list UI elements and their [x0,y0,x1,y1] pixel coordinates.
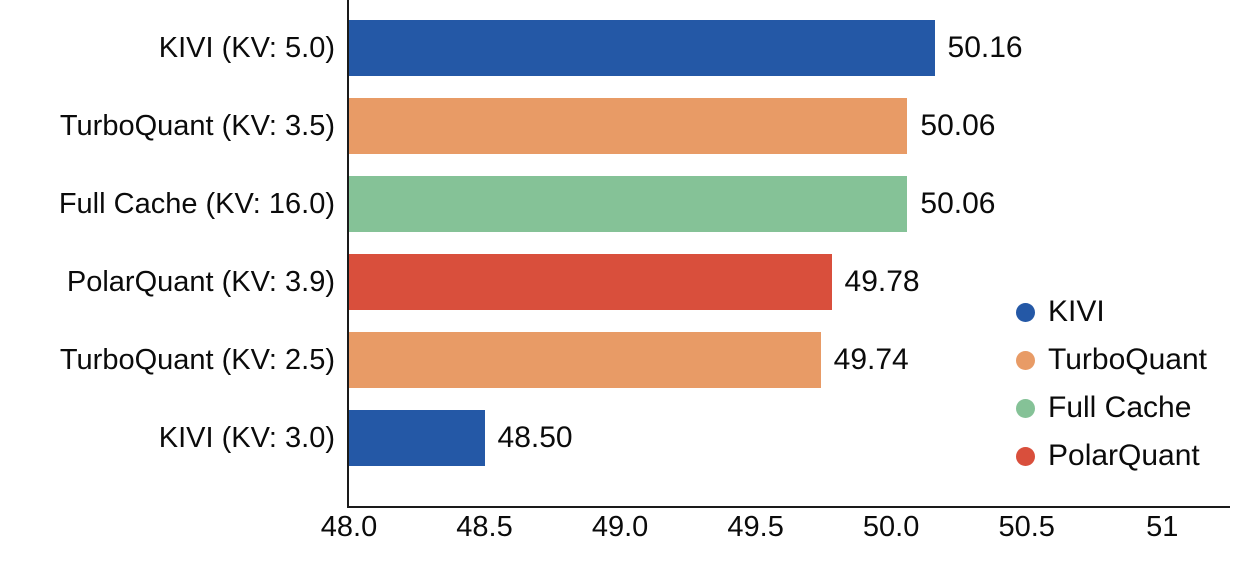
bar-value-label: 49.74 [833,343,909,376]
category-label: Full Cache (KV: 16.0) [58,188,335,220]
legend-item: TurboQuant [1016,336,1207,384]
bar-full-cache [349,176,908,232]
legend-swatch-kivi [1016,302,1035,322]
x-tick-label: 50.0 [862,511,920,543]
legend-swatch-full-cache [1016,398,1035,418]
x-tick-label: 50.5 [998,511,1055,543]
bar-kivi [349,410,485,466]
category-label: PolarQuant (KV: 3.9) [66,266,335,298]
bar-turboquant [349,98,908,154]
x-axis-tick-labels: 48.0 48.5 49.0 49.5 50.0 50.5 51 [321,511,1230,553]
legend-label: Full Cache [1048,391,1192,424]
x-tick-label: 48.5 [456,511,513,543]
legend-label: PolarQuant [1048,439,1200,472]
x-tick-label: 49.5 [727,511,784,543]
x-tick-label: 51 [1146,511,1179,543]
bar-value-label: 49.78 [844,265,920,298]
bar-value-label: 50.06 [920,187,996,220]
bar-value-label: 48.50 [497,421,573,454]
legend-swatch-polarquant [1016,446,1035,466]
bar-value-label: 50.06 [920,109,996,142]
y-axis-category-labels: KIVI (KV: 5.0) TurboQuant (KV: 3.5) Full C… [0,0,335,506]
legend: KIVI TurboQuant Full Cache PolarQuant [1016,288,1207,480]
legend-item: Full Cache [1016,384,1207,432]
category-label: TurboQuant (KV: 3.5) [59,110,335,142]
bar-polarquant [349,254,832,310]
legend-item: PolarQuant [1016,432,1207,480]
bar-value-label: 50.16 [947,31,1023,64]
legend-label: KIVI [1048,295,1105,328]
bar-kivi [349,20,935,76]
legend-item: KIVI [1016,288,1207,336]
category-label: KIVI (KV: 5.0) [158,32,335,64]
legend-swatch-turboquant [1016,350,1035,370]
legend-label: TurboQuant [1048,343,1207,376]
category-label: TurboQuant (KV: 2.5) [59,344,335,376]
x-tick-label: 48.0 [320,511,378,543]
x-tick-label: 49.0 [591,511,649,543]
plot-area: 50.16 50.06 50.06 49.78 49.74 48.50 [347,0,1230,508]
category-label: KIVI (KV: 3.0) [158,422,335,454]
bar-turboquant [349,332,821,388]
